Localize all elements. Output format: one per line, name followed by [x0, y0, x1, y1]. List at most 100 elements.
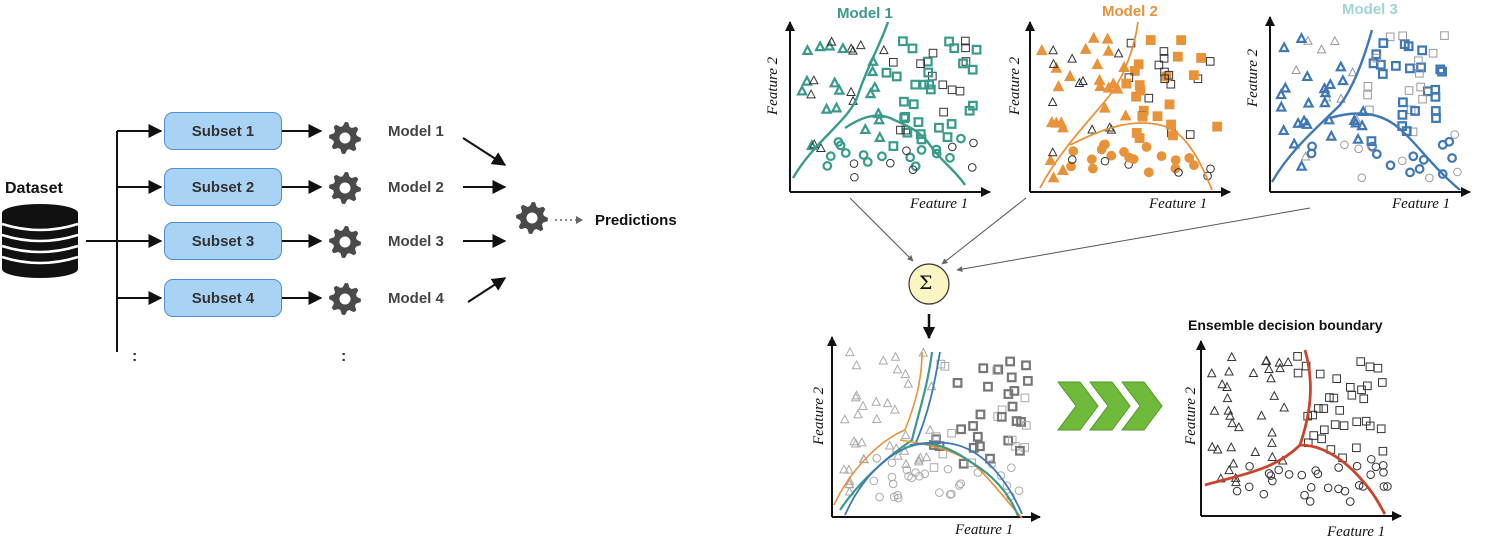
square-marker [967, 64, 978, 75]
square-marker [1159, 54, 1169, 63]
square-marker [1325, 393, 1334, 402]
square-marker [1152, 111, 1163, 122]
circle-marker [1264, 469, 1274, 478]
model-to-aggregator-arrows [462, 137, 507, 303]
square-marker [1131, 91, 1142, 102]
model-4-gear-icon [329, 283, 361, 315]
circle-marker [905, 152, 916, 163]
decision-boundary-curve [844, 114, 966, 186]
decision-boundary-curve [791, 21, 890, 179]
circle-marker [1371, 149, 1382, 160]
sigma-symbol: Σ [919, 272, 933, 294]
circle-marker [1232, 486, 1242, 496]
square-marker [1437, 66, 1447, 77]
model-gears [329, 122, 548, 315]
circle-marker [1450, 130, 1459, 139]
square-marker [1408, 127, 1418, 137]
triangle-marker [900, 429, 911, 440]
aggregator-gear-icon [516, 202, 548, 234]
circle-marker [1156, 151, 1167, 162]
triangle-marker [826, 36, 837, 46]
circle-marker [967, 163, 977, 172]
square-marker [1363, 81, 1373, 91]
circle-marker [1259, 489, 1269, 499]
square-marker [961, 36, 970, 46]
decision-boundary-curve [833, 351, 923, 506]
square-marker [1352, 443, 1361, 453]
square-marker [1416, 82, 1426, 92]
triangle-marker [1056, 163, 1069, 175]
square-marker [1373, 363, 1383, 373]
square-marker [1196, 53, 1207, 63]
panel-4-y-label: Feature 2 [811, 386, 827, 445]
square-marker [919, 79, 930, 90]
square-marker [947, 85, 957, 95]
circle-marker [1245, 461, 1254, 471]
triangle-marker [814, 40, 827, 52]
panel-2-x-label: Feature 1 [1149, 196, 1208, 212]
dotted-arrow [555, 216, 583, 224]
triangle-marker [837, 41, 849, 54]
square-marker [993, 364, 1004, 375]
model-2-scatter-panel [1025, 21, 1231, 197]
square-marker [931, 432, 941, 441]
square-marker [1134, 133, 1145, 144]
triangle-marker [1047, 171, 1060, 183]
circle-marker [1307, 141, 1317, 152]
triangle-marker [823, 39, 836, 51]
circle-marker [1437, 139, 1448, 150]
square-marker [899, 113, 910, 124]
circle-marker [1367, 143, 1377, 152]
triangle-marker [1206, 368, 1217, 378]
triangle-marker [1278, 41, 1290, 53]
square-marker [1144, 93, 1154, 103]
square-marker [1164, 70, 1174, 80]
triangle-marker [1044, 153, 1057, 166]
triangle-marker [1302, 96, 1315, 108]
triangle-marker [805, 139, 818, 151]
circle-marker [1014, 486, 1024, 495]
triangle-marker [1050, 116, 1063, 128]
square-marker [1137, 111, 1148, 122]
triangle-marker [839, 414, 850, 424]
triangle-marker [1275, 100, 1288, 112]
triangle-marker [1324, 77, 1337, 90]
circle-marker [1379, 468, 1388, 477]
scatter-panels [785, 16, 1471, 522]
circle-marker [822, 161, 833, 171]
circle-marker [916, 145, 927, 155]
triangle-marker [1264, 363, 1274, 374]
triangle-marker [1231, 476, 1241, 487]
triangle-marker [1048, 58, 1059, 68]
circle-marker [888, 479, 898, 489]
triangle-marker [890, 404, 900, 414]
triangle-marker [878, 44, 889, 55]
decision-boundary-curve [1039, 21, 1139, 189]
sum-arrows [849, 197, 1311, 273]
square-marker [891, 71, 902, 82]
square-marker [916, 59, 925, 68]
circle-marker [956, 133, 966, 144]
square-marker [1376, 424, 1386, 434]
triangle-marker [893, 450, 903, 460]
square-marker [938, 80, 948, 90]
triangle-marker [806, 89, 816, 99]
circle-marker [1354, 480, 1364, 490]
subset-continuation-dots: : [132, 348, 138, 365]
panel-3-x-label: Feature 1 [1392, 196, 1451, 212]
square-marker [1363, 90, 1372, 100]
triangle-marker [1222, 392, 1233, 403]
square-marker [897, 36, 908, 47]
triangle-marker [1352, 132, 1364, 144]
circle-marker [1268, 476, 1277, 486]
circle-marker [872, 453, 882, 463]
circle-marker [1141, 142, 1152, 152]
square-marker [1357, 385, 1366, 395]
square-marker [1361, 416, 1371, 426]
circle-marker [956, 479, 965, 489]
triangle-marker [846, 86, 856, 96]
triangle-marker [1266, 373, 1276, 383]
triangle-marker [1047, 147, 1058, 157]
triangle-marker [1102, 81, 1115, 93]
triangle-marker [1275, 362, 1285, 373]
